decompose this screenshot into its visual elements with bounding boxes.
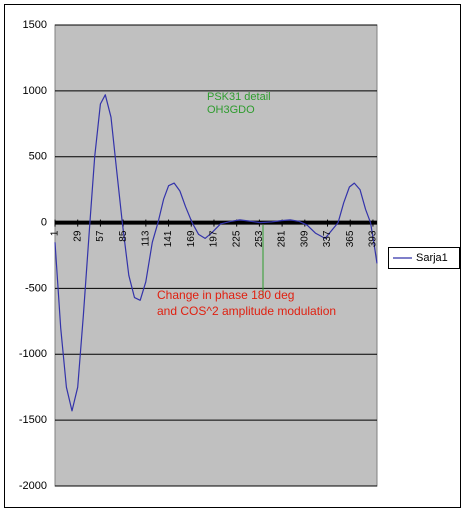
x-tick-label: 281 — [277, 230, 288, 247]
marks — [54, 94, 378, 412]
legend-label: Sarja1 — [416, 252, 448, 264]
x-tick-label: 225 — [231, 230, 242, 247]
annotation: Change in phase 180 deg — [157, 288, 294, 302]
y-tick-label: 500 — [29, 151, 47, 163]
x-tick-label: 1 — [50, 230, 61, 236]
x-tick-label: 365 — [345, 230, 356, 247]
legend — [388, 247, 460, 269]
grid — [54, 24, 377, 487]
x-tick-label: 337 — [322, 230, 333, 247]
x-tick-label: 113 — [140, 230, 151, 246]
plot-area — [54, 24, 378, 487]
x-tick-label: 141 — [163, 230, 174, 247]
x-tick-label: 85 — [118, 230, 129, 242]
x-tick-label: 197 — [209, 230, 220, 247]
y-tick-label: -2000 — [19, 480, 47, 492]
y-tick-label: -1000 — [19, 348, 47, 360]
series-line — [54, 94, 378, 412]
x-tick-label: 393 — [368, 230, 379, 247]
x-tick-label: 29 — [72, 230, 83, 242]
y-tick-label: -500 — [25, 282, 47, 294]
y-tick-label: 1500 — [23, 19, 47, 31]
y-tick-label: 1000 — [23, 85, 47, 97]
y-tick-label: 0 — [41, 216, 47, 228]
annotation: PSK31 detail — [207, 91, 271, 103]
x-tick-label: 57 — [95, 230, 106, 242]
x-tick-label: 169 — [186, 230, 197, 247]
annotation: and COS^2 amplitude modulation — [157, 304, 336, 318]
x-tick-label: 253 — [254, 230, 265, 247]
annotation: OH3GDO — [207, 104, 255, 116]
x-tick-label: 309 — [299, 230, 310, 247]
y-tick-label: -1500 — [19, 414, 47, 426]
